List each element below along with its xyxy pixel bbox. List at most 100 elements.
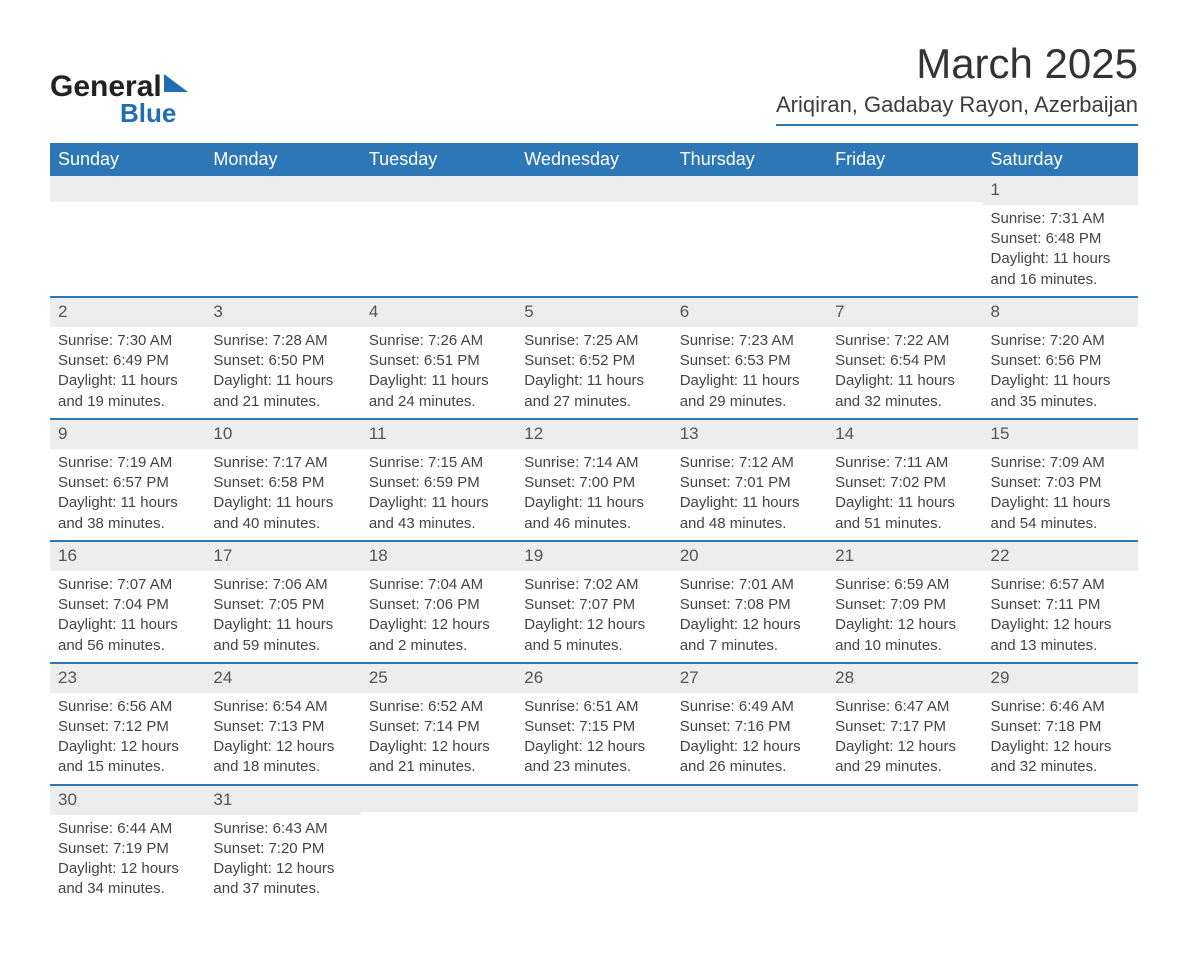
day-data-cell: Sunrise: 6:56 AMSunset: 7:12 PMDaylight:… bbox=[50, 693, 205, 785]
week-data-row: Sunrise: 7:31 AMSunset: 6:48 PMDaylight:… bbox=[50, 205, 1138, 297]
sunrise-line: Sunrise: 7:25 AM bbox=[524, 331, 663, 351]
day-number-cell: 15 bbox=[983, 419, 1138, 449]
day-data: Sunrise: 7:30 AMSunset: 6:49 PMDaylight:… bbox=[50, 327, 205, 418]
daylight-line-1: Daylight: 11 hours bbox=[835, 493, 974, 513]
sunset-line: Sunset: 7:19 PM bbox=[58, 839, 197, 859]
sunrise-line: Sunrise: 7:20 AM bbox=[991, 331, 1130, 351]
day-data-cell bbox=[50, 205, 205, 297]
sunset-line: Sunset: 7:09 PM bbox=[835, 595, 974, 615]
day-data: Sunrise: 7:15 AMSunset: 6:59 PMDaylight:… bbox=[361, 449, 516, 540]
sunrise-line: Sunrise: 6:59 AM bbox=[835, 575, 974, 595]
week-data-row: Sunrise: 7:30 AMSunset: 6:49 PMDaylight:… bbox=[50, 327, 1138, 419]
daylight-line-2: and 37 minutes. bbox=[213, 879, 352, 899]
day-number: 3 bbox=[205, 298, 360, 327]
daylight-line-1: Daylight: 12 hours bbox=[524, 615, 663, 635]
week-daynum-row: 3031 bbox=[50, 785, 1138, 815]
day-data-cell bbox=[672, 205, 827, 297]
day-data-cell: Sunrise: 6:54 AMSunset: 7:13 PMDaylight:… bbox=[205, 693, 360, 785]
day-data-cell: Sunrise: 6:43 AMSunset: 7:20 PMDaylight:… bbox=[205, 815, 360, 906]
sunset-line: Sunset: 7:11 PM bbox=[991, 595, 1130, 615]
daylight-line-1: Daylight: 11 hours bbox=[680, 493, 819, 513]
day-data-cell: Sunrise: 7:31 AMSunset: 6:48 PMDaylight:… bbox=[983, 205, 1138, 297]
daylight-line-2: and 56 minutes. bbox=[58, 636, 197, 656]
empty-day-number bbox=[672, 176, 827, 202]
day-number-cell: 27 bbox=[672, 663, 827, 693]
daylight-line-2: and 7 minutes. bbox=[680, 636, 819, 656]
week-daynum-row: 1 bbox=[50, 176, 1138, 205]
day-data-cell: Sunrise: 6:49 AMSunset: 7:16 PMDaylight:… bbox=[672, 693, 827, 785]
day-number-cell bbox=[516, 176, 671, 205]
day-data: Sunrise: 7:04 AMSunset: 7:06 PMDaylight:… bbox=[361, 571, 516, 662]
day-number-cell: 5 bbox=[516, 297, 671, 327]
day-data-cell: Sunrise: 6:47 AMSunset: 7:17 PMDaylight:… bbox=[827, 693, 982, 785]
day-data: Sunrise: 7:20 AMSunset: 6:56 PMDaylight:… bbox=[983, 327, 1138, 418]
sunrise-line: Sunrise: 7:01 AM bbox=[680, 575, 819, 595]
day-data-cell: Sunrise: 7:20 AMSunset: 6:56 PMDaylight:… bbox=[983, 327, 1138, 419]
daylight-line-2: and 2 minutes. bbox=[369, 636, 508, 656]
day-number: 13 bbox=[672, 420, 827, 449]
sunset-line: Sunset: 6:58 PM bbox=[213, 473, 352, 493]
day-data-cell bbox=[516, 815, 671, 906]
day-data-cell: Sunrise: 7:04 AMSunset: 7:06 PMDaylight:… bbox=[361, 571, 516, 663]
daylight-line-1: Daylight: 11 hours bbox=[213, 493, 352, 513]
day-number-cell: 30 bbox=[50, 785, 205, 815]
sunset-line: Sunset: 6:53 PM bbox=[680, 351, 819, 371]
day-number-cell: 14 bbox=[827, 419, 982, 449]
daylight-line-2: and 32 minutes. bbox=[835, 392, 974, 412]
sunset-line: Sunset: 7:17 PM bbox=[835, 717, 974, 737]
sunrise-line: Sunrise: 7:02 AM bbox=[524, 575, 663, 595]
day-data-cell: Sunrise: 6:59 AMSunset: 7:09 PMDaylight:… bbox=[827, 571, 982, 663]
sunset-line: Sunset: 6:50 PM bbox=[213, 351, 352, 371]
day-data: Sunrise: 7:26 AMSunset: 6:51 PMDaylight:… bbox=[361, 327, 516, 418]
sunrise-line: Sunrise: 7:09 AM bbox=[991, 453, 1130, 473]
page-header: General Blue March 2025 Ariqiran, Gadaba… bbox=[50, 40, 1138, 129]
day-data bbox=[205, 205, 360, 275]
daylight-line-1: Daylight: 11 hours bbox=[991, 371, 1130, 391]
day-number: 11 bbox=[361, 420, 516, 449]
day-number-cell: 9 bbox=[50, 419, 205, 449]
day-number: 21 bbox=[827, 542, 982, 571]
day-data: Sunrise: 7:17 AMSunset: 6:58 PMDaylight:… bbox=[205, 449, 360, 540]
day-data: Sunrise: 7:09 AMSunset: 7:03 PMDaylight:… bbox=[983, 449, 1138, 540]
day-number-cell: 20 bbox=[672, 541, 827, 571]
day-data: Sunrise: 7:28 AMSunset: 6:50 PMDaylight:… bbox=[205, 327, 360, 418]
daylight-line-1: Daylight: 11 hours bbox=[835, 371, 974, 391]
weekday-header-row: Sunday Monday Tuesday Wednesday Thursday… bbox=[50, 143, 1138, 176]
day-data bbox=[50, 205, 205, 275]
day-data bbox=[983, 815, 1138, 885]
empty-day-number bbox=[50, 176, 205, 202]
day-number-cell bbox=[205, 176, 360, 205]
sunrise-line: Sunrise: 6:57 AM bbox=[991, 575, 1130, 595]
day-data bbox=[361, 815, 516, 885]
daylight-line-2: and 59 minutes. bbox=[213, 636, 352, 656]
daylight-line-2: and 29 minutes. bbox=[835, 757, 974, 777]
col-wednesday: Wednesday bbox=[516, 143, 671, 176]
day-number: 12 bbox=[516, 420, 671, 449]
sunrise-line: Sunrise: 7:07 AM bbox=[58, 575, 197, 595]
day-data: Sunrise: 7:14 AMSunset: 7:00 PMDaylight:… bbox=[516, 449, 671, 540]
daylight-line-1: Daylight: 12 hours bbox=[680, 737, 819, 757]
daylight-line-1: Daylight: 12 hours bbox=[213, 859, 352, 879]
day-number-cell: 26 bbox=[516, 663, 671, 693]
sunset-line: Sunset: 7:07 PM bbox=[524, 595, 663, 615]
daylight-line-1: Daylight: 12 hours bbox=[991, 737, 1130, 757]
day-data-cell: Sunrise: 7:30 AMSunset: 6:49 PMDaylight:… bbox=[50, 327, 205, 419]
day-number-cell: 29 bbox=[983, 663, 1138, 693]
day-data-cell: Sunrise: 7:25 AMSunset: 6:52 PMDaylight:… bbox=[516, 327, 671, 419]
day-data: Sunrise: 7:06 AMSunset: 7:05 PMDaylight:… bbox=[205, 571, 360, 662]
sunset-line: Sunset: 7:14 PM bbox=[369, 717, 508, 737]
sunrise-line: Sunrise: 6:52 AM bbox=[369, 697, 508, 717]
day-number: 1 bbox=[983, 176, 1138, 205]
daylight-line-2: and 35 minutes. bbox=[991, 392, 1130, 412]
sunset-line: Sunset: 7:20 PM bbox=[213, 839, 352, 859]
title-block: March 2025 Ariqiran, Gadabay Rayon, Azer… bbox=[776, 40, 1138, 126]
sunrise-line: Sunrise: 7:12 AM bbox=[680, 453, 819, 473]
daylight-line-2: and 10 minutes. bbox=[835, 636, 974, 656]
daylight-line-1: Daylight: 11 hours bbox=[58, 615, 197, 635]
day-data-cell: Sunrise: 6:44 AMSunset: 7:19 PMDaylight:… bbox=[50, 815, 205, 906]
day-number: 28 bbox=[827, 664, 982, 693]
week-data-row: Sunrise: 6:56 AMSunset: 7:12 PMDaylight:… bbox=[50, 693, 1138, 785]
daylight-line-2: and 18 minutes. bbox=[213, 757, 352, 777]
sunset-line: Sunset: 6:52 PM bbox=[524, 351, 663, 371]
day-data: Sunrise: 7:31 AMSunset: 6:48 PMDaylight:… bbox=[983, 205, 1138, 296]
